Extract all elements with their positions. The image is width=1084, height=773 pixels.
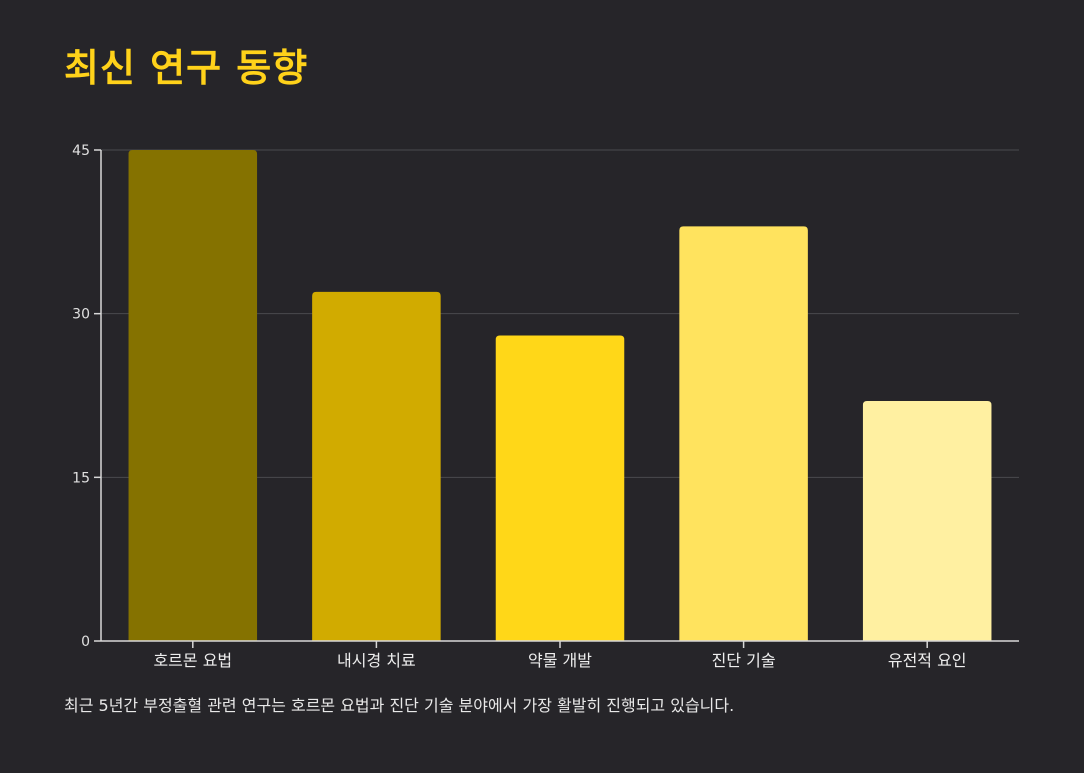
- y-tick-label: 30: [72, 307, 90, 323]
- bar: [495, 335, 625, 641]
- bar-chart: 0 15 30 45 호르몬 요법 내시경 치료 약물 개발 진단 기술 유전적 요인: [72, 143, 1019, 670]
- x-tick-label: 진단 기술: [712, 651, 776, 670]
- bars: [128, 150, 992, 641]
- page-title: 최신 연구 동향: [64, 46, 309, 90]
- y-tick-label: 15: [72, 470, 90, 486]
- y-tick-label: 45: [72, 143, 90, 159]
- x-tick-label: 유전적 요인: [888, 651, 967, 670]
- x-tick-label: 약물 개발: [528, 651, 592, 670]
- bar: [312, 291, 441, 641]
- axes: [94, 149, 1019, 648]
- y-tick-label: 0: [81, 634, 90, 650]
- bar: [128, 150, 258, 641]
- bar: [862, 400, 992, 641]
- x-tick-label: 내시경 치료: [337, 651, 416, 670]
- axis-labels: 0 15 30 45 호르몬 요법 내시경 치료 약물 개발 진단 기술 유전적 요인: [72, 143, 966, 670]
- bar: [679, 226, 808, 641]
- x-tick-label: 호르몬 요법: [153, 651, 232, 670]
- chart-caption: 최근 5년간 부정출혈 관련 연구는 호르몬 요법과 진단 기술 분야에서 가장…: [64, 696, 735, 715]
